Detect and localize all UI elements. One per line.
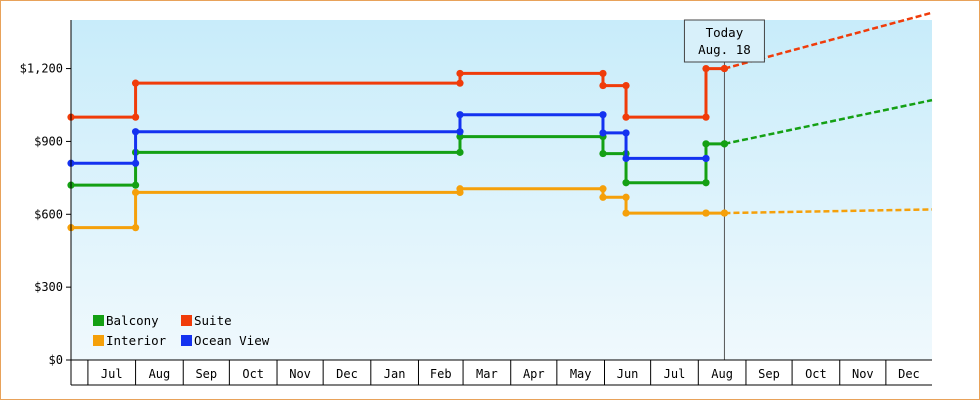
data-point (702, 113, 710, 121)
data-point (622, 113, 630, 121)
data-point (622, 193, 630, 201)
x-tick-label: Sep (758, 367, 780, 381)
data-point (599, 69, 607, 78)
x-tick-label: Nov (852, 367, 874, 381)
today-label: Today (706, 25, 744, 40)
data-point (702, 179, 710, 187)
data-point (599, 193, 607, 201)
legend-swatch-suite (181, 315, 192, 326)
y-tick-label: $900 (34, 134, 63, 148)
legend-label-ocean-view: Ocean View (194, 333, 270, 348)
data-point (622, 154, 630, 163)
y-tick-label: $0 (49, 353, 63, 367)
legend-swatch-ocean-view (181, 335, 192, 346)
data-point (599, 81, 607, 90)
data-point (131, 128, 140, 136)
data-point (131, 224, 140, 232)
x-tick-label: Dec (898, 367, 920, 381)
x-tick-label: May (570, 367, 592, 381)
data-point (622, 81, 630, 90)
series-interior (67, 185, 933, 232)
data-point (131, 113, 140, 121)
data-point (131, 79, 140, 87)
y-tick-label: $600 (34, 207, 63, 221)
data-point (702, 140, 710, 148)
forecast-line-interior (724, 208, 933, 215)
x-tick-label: Jul (664, 367, 686, 381)
data-point (599, 185, 607, 193)
x-tick-label: Nov (289, 367, 311, 381)
y-tick-label: $300 (34, 280, 63, 294)
data-point (456, 69, 464, 78)
data-point (456, 148, 464, 156)
legend-label-balcony: Balcony (106, 313, 159, 328)
series-line-ocean-view (71, 113, 706, 165)
legend-label-interior: Interior (106, 333, 167, 348)
data-point (456, 185, 464, 193)
data-point (456, 111, 464, 119)
data-point (702, 154, 710, 163)
legend-label-suite: Suite (194, 313, 232, 328)
data-point (456, 128, 464, 136)
data-point (456, 79, 464, 87)
forecast-line-balcony (724, 98, 933, 146)
x-tick-label: Jul (101, 367, 123, 381)
data-point (599, 111, 607, 119)
legend-swatch-interior (93, 335, 104, 346)
series-ocean-view (67, 111, 710, 167)
data-point (131, 188, 140, 197)
data-point (702, 209, 710, 217)
legend-swatch-balcony (93, 315, 104, 326)
data-point (599, 129, 607, 137)
x-tick-label: Aug (711, 367, 733, 381)
x-tick-label: Jan (384, 367, 406, 381)
x-tick-label: Jun (617, 367, 639, 381)
data-point (702, 64, 710, 73)
today-date: Aug. 18 (698, 42, 751, 57)
today-box (683, 19, 765, 63)
data-point (622, 179, 630, 187)
x-tick-label: Mar (476, 367, 498, 381)
x-tick-label: Oct (242, 367, 264, 381)
x-tick-label: Oct (805, 367, 827, 381)
x-tick-label: Sep (195, 367, 217, 381)
data-point (599, 149, 607, 158)
data-point (622, 209, 630, 217)
series-line-suite (71, 67, 725, 119)
y-tick-label: $1,200 (20, 62, 63, 76)
x-tick-label: Dec (336, 367, 358, 381)
data-point (622, 129, 630, 137)
x-tick-label: Apr (523, 367, 545, 381)
data-point (131, 181, 140, 189)
x-tick-label: Feb (430, 367, 452, 381)
data-point (131, 159, 140, 167)
x-tick-label: Aug (149, 367, 171, 381)
series-suite (67, 11, 933, 121)
